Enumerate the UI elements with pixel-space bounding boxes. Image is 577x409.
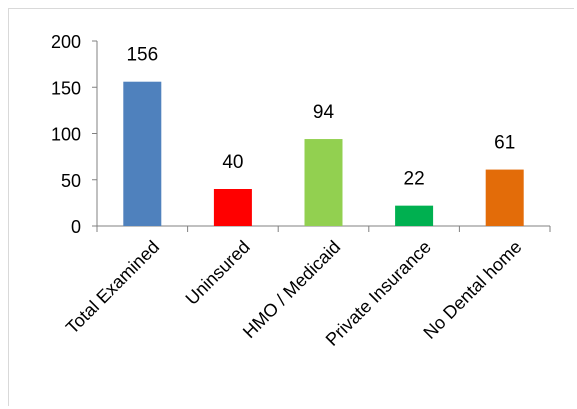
- bars: [123, 81, 524, 226]
- data-labels: 156 40 94 22 61: [126, 45, 515, 190]
- bar: [304, 139, 343, 226]
- data-label: 61: [494, 133, 515, 154]
- data-label: 22: [404, 169, 425, 190]
- category-label: Uninsured: [182, 237, 254, 309]
- y-tick-label: 150: [51, 78, 81, 98]
- x-axis-ticks: [96, 226, 551, 232]
- y-tick-label: 200: [51, 32, 81, 52]
- bar: [395, 205, 434, 226]
- category-label: Total Examined: [62, 237, 163, 338]
- data-label: 40: [222, 152, 243, 173]
- chart-frame: [8, 8, 574, 406]
- category-label: HMO / Medicaid: [239, 237, 344, 342]
- y-axis-ticks: 0 50 100 150 200: [51, 32, 97, 237]
- y-tick-label: 0: [71, 217, 81, 237]
- bar: [213, 189, 252, 226]
- y-tick-label: 100: [51, 125, 81, 145]
- bar: [485, 169, 524, 226]
- category-label: No Dental home: [419, 237, 525, 343]
- data-label: 94: [313, 102, 335, 123]
- bar: [123, 81, 162, 226]
- data-label: 156: [126, 45, 158, 66]
- y-tick-label: 50: [61, 171, 81, 191]
